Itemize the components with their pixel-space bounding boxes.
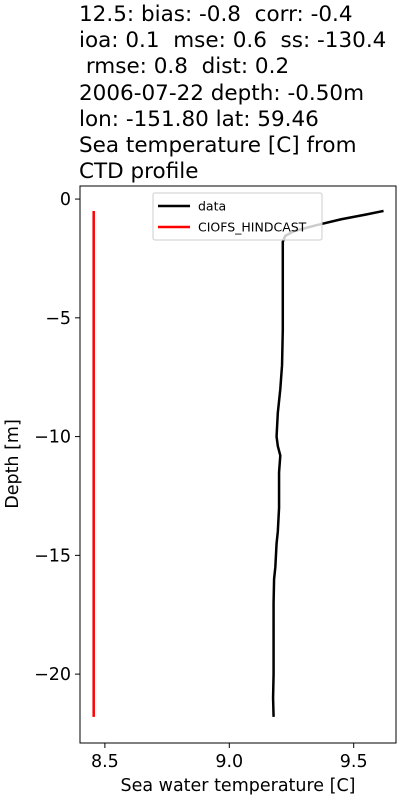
legend-label-data: data bbox=[198, 199, 226, 214]
chart-title: 12.5: bias: -0.8 corr: -0.4 ioa: 0.1 mse… bbox=[79, 2, 386, 185]
legend: data CIOFS_HINDCAST bbox=[152, 192, 323, 241]
x-tick-label: 9.5 bbox=[340, 752, 368, 772]
series-line-data bbox=[271, 209, 384, 717]
y-tick-label: 0 bbox=[60, 190, 71, 210]
y-tick-label: −15 bbox=[34, 546, 71, 566]
title-line: Sea temperature [C] from bbox=[79, 133, 357, 159]
title-line: 12.5: bias: -0.8 corr: -0.4 bbox=[79, 2, 353, 27]
series-layer bbox=[92, 209, 384, 717]
title-line: 2006-07-22 depth: -0.50m bbox=[79, 80, 365, 106]
ticks-layer: 8.5 9.0 9.5 0 −5 −10 −15 −20 bbox=[34, 190, 368, 772]
x-axis-label: Sea water temperature [C] bbox=[120, 776, 355, 796]
y-tick-label: −10 bbox=[34, 428, 71, 448]
x-tick-label: 8.5 bbox=[91, 752, 119, 772]
title-line: ioa: 0.1 mse: 0.6 ss: -130.4 bbox=[79, 28, 387, 54]
plot-frame bbox=[79, 185, 397, 744]
title-line: rmse: 0.8 dist: 0.2 bbox=[79, 54, 290, 80]
x-tick-label: 9.0 bbox=[215, 752, 243, 772]
legend-label-ciofs: CIOFS_HINDCAST bbox=[198, 220, 307, 235]
y-tick-label: −20 bbox=[34, 665, 71, 685]
title-line: CTD profile bbox=[79, 159, 199, 185]
title-line: lon: -151.80 lat: 59.46 bbox=[79, 106, 319, 132]
y-axis-label: Depth [m] bbox=[3, 419, 23, 509]
y-tick-label: −5 bbox=[45, 309, 71, 329]
legend-box bbox=[152, 192, 323, 241]
